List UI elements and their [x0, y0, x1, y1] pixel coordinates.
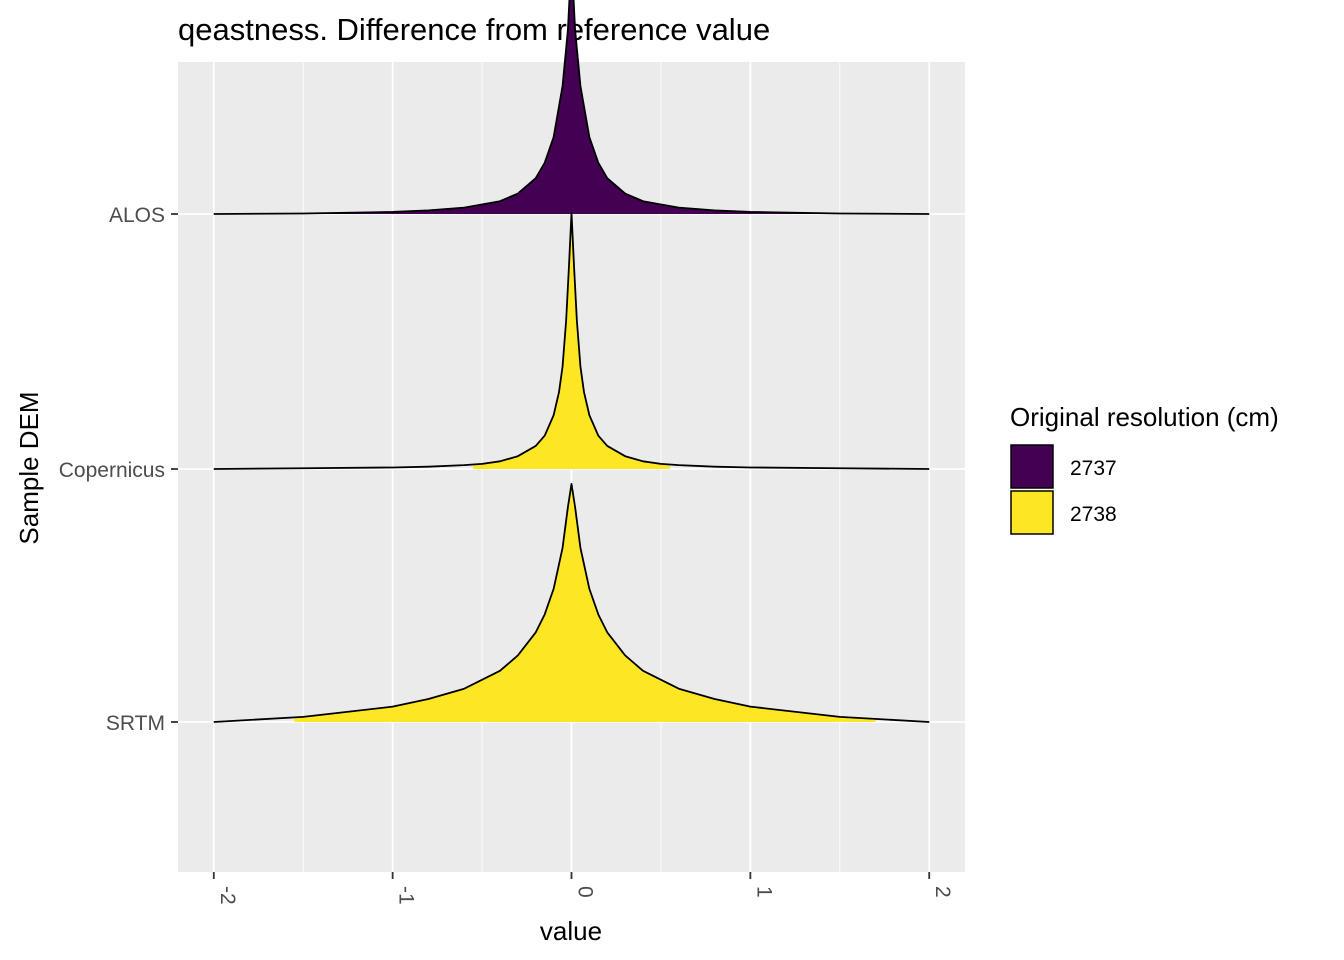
ridge-line-copernicus [213, 212, 930, 470]
legend: Original resolution (cm) 2737 2738 [1010, 402, 1279, 535]
y-tick-label: Copernicus [59, 459, 165, 482]
legend-key [1010, 444, 1054, 489]
chart-title: qeastness. Difference from reference val… [178, 12, 770, 47]
legend-entries: 2737 2738 [1010, 444, 1117, 535]
ridge-line-alos [213, 0, 930, 215]
legend-label: 2738 [1070, 503, 1117, 526]
ridge-fill-srtm [294, 483, 876, 722]
legend-key [1010, 490, 1054, 535]
ridge-line-srtm [213, 483, 930, 723]
legend-label: 2737 [1070, 457, 1117, 480]
x-tick-label: 0 [574, 886, 597, 898]
ridge-fill-alos [231, 0, 912, 214]
ridge-fill-copernicus [473, 213, 670, 469]
y-tick-label: ALOS [109, 204, 165, 227]
x-tick-label: -2 [216, 886, 239, 905]
y-axis: ALOS Copernicus SRTM [59, 204, 178, 735]
y-tick-label: SRTM [106, 712, 165, 735]
x-tick-label: 1 [752, 886, 775, 898]
legend-title: Original resolution (cm) [1010, 402, 1279, 432]
density-ridges [213, 0, 930, 723]
x-axis: -2 -1 0 1 2 [212, 872, 954, 905]
x-tick-label: 2 [931, 886, 954, 898]
x-axis-title: value [540, 916, 602, 946]
y-axis-title: Sample DEM [14, 391, 44, 544]
x-tick-label: -1 [395, 886, 418, 905]
